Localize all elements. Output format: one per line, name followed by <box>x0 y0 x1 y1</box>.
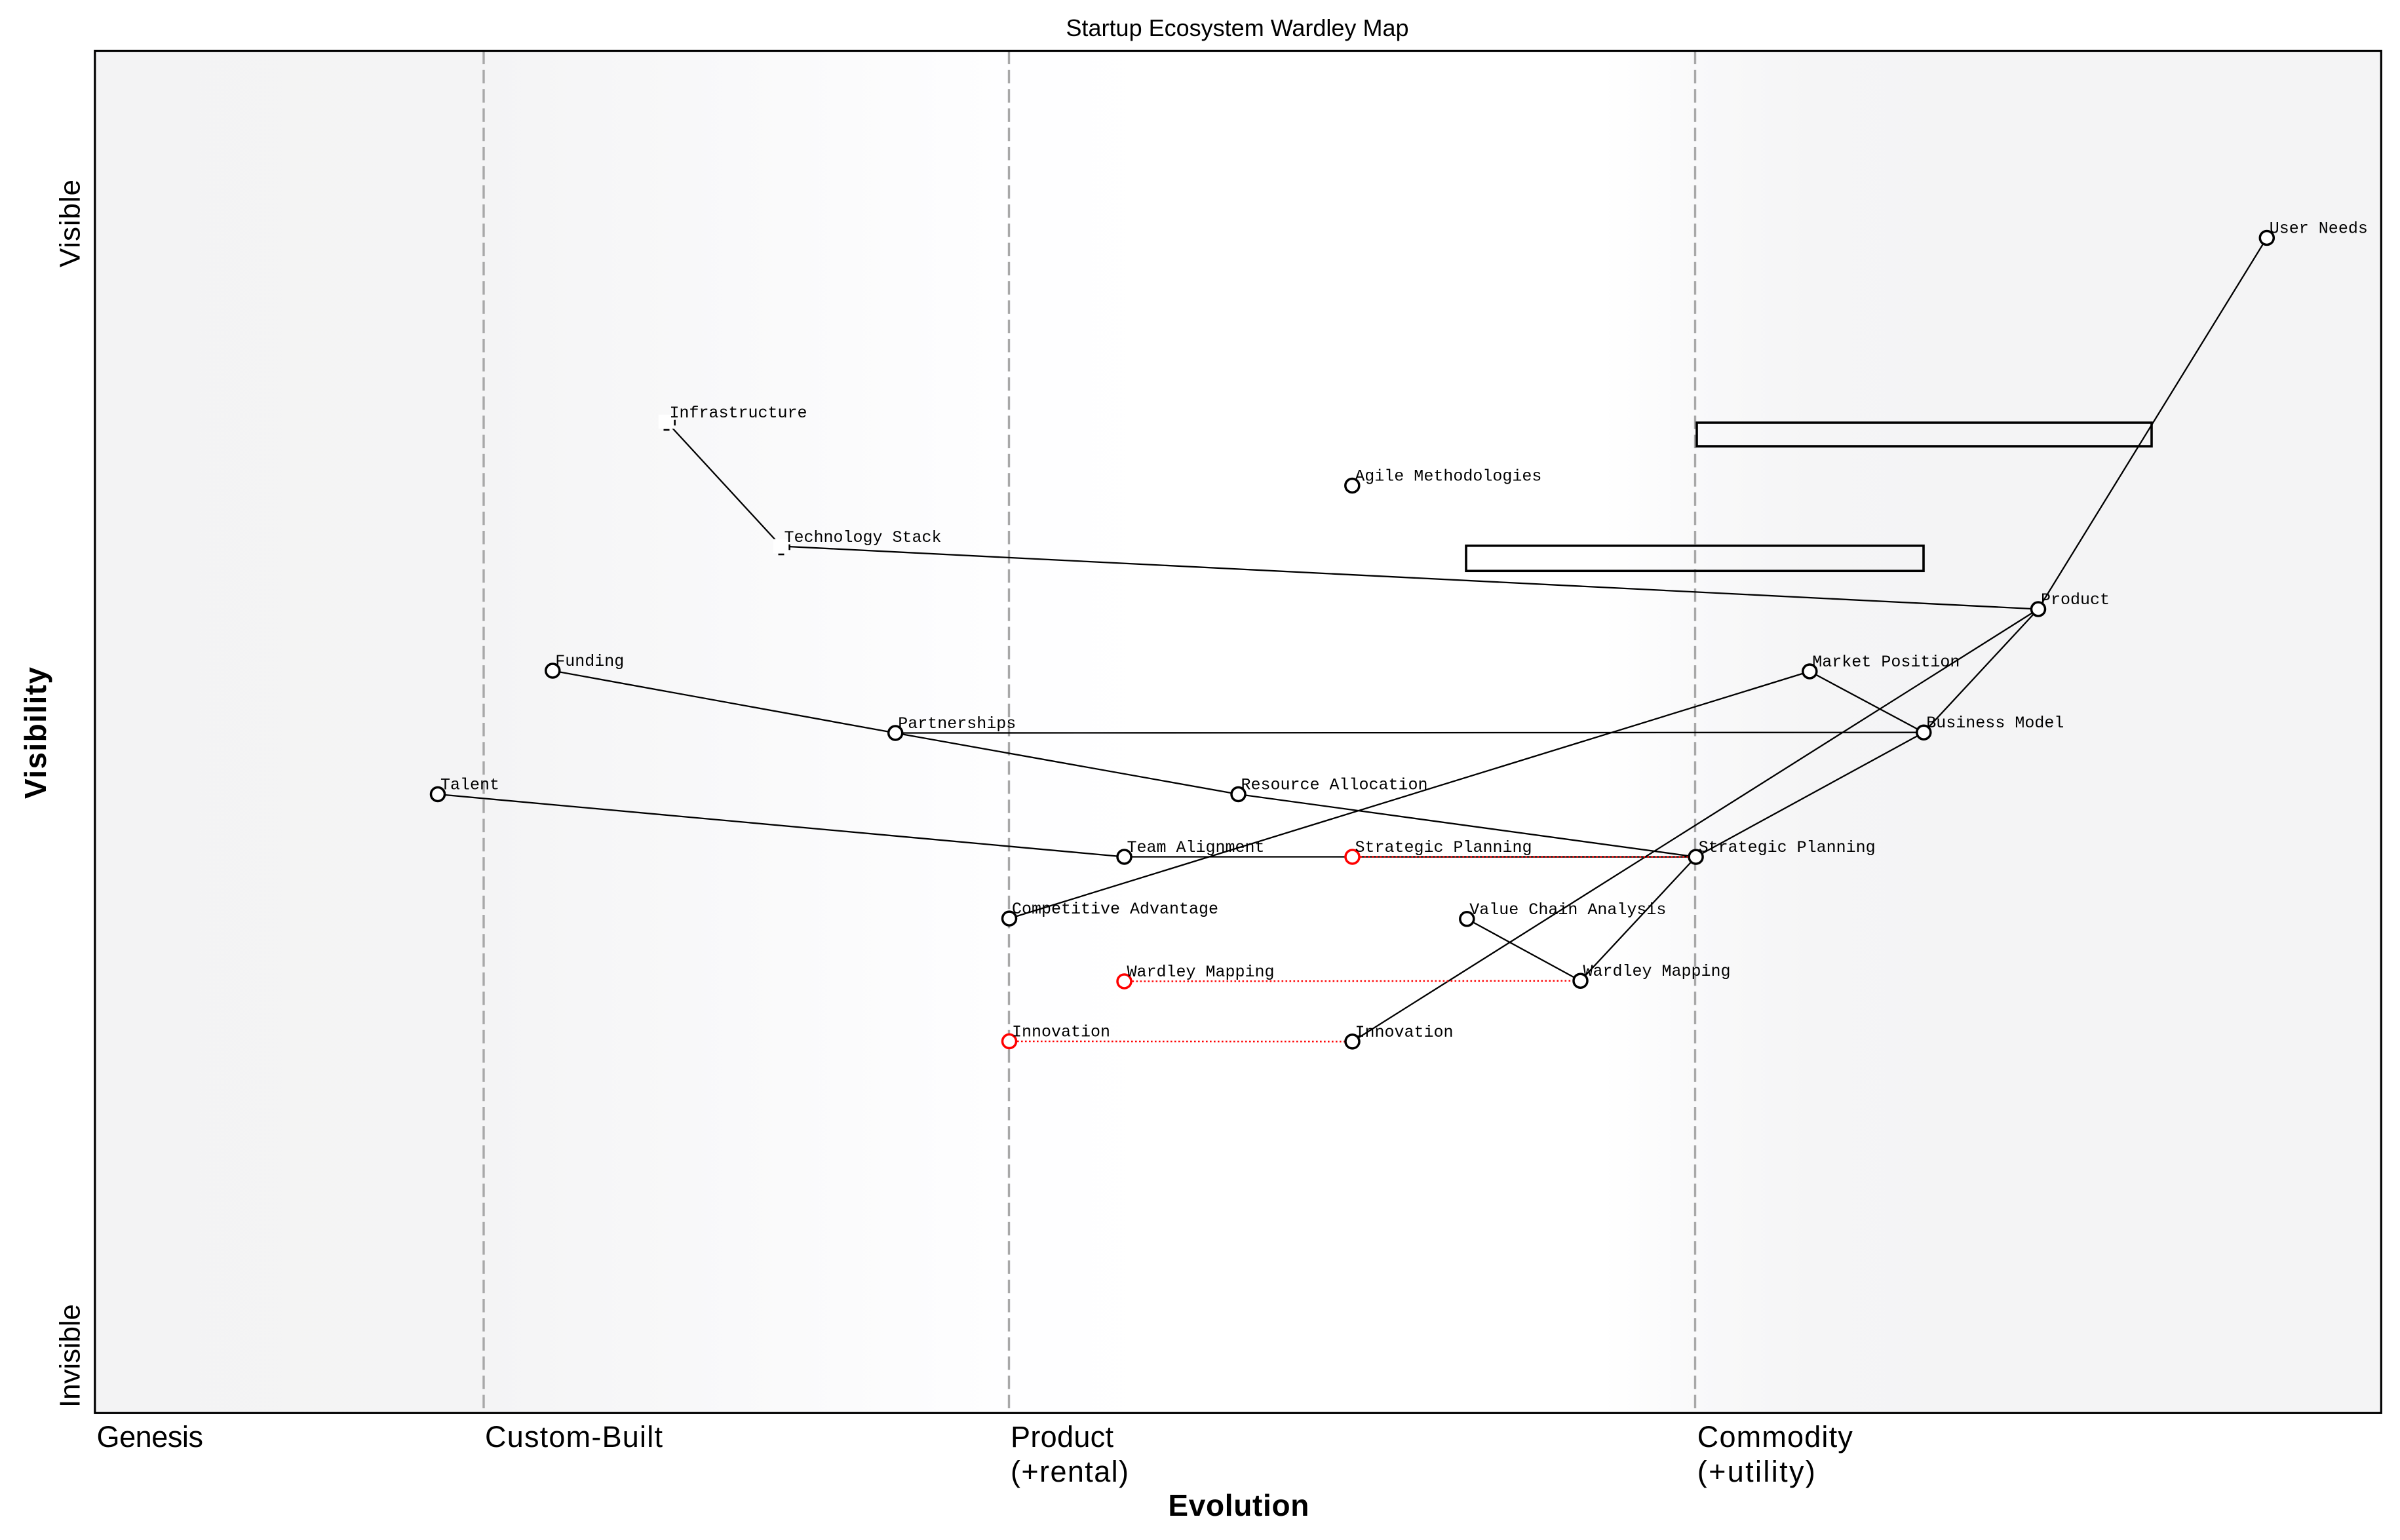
svg-text:Innovation: Innovation <box>1012 1023 1110 1042</box>
svg-text:Talent: Talent <box>440 776 499 795</box>
svg-text:Wardley Mapping: Wardley Mapping <box>1583 962 1731 981</box>
svg-text:Funding: Funding <box>555 652 624 671</box>
svg-text:Team Alignment: Team Alignment <box>1127 838 1265 857</box>
svg-text:Infrastructure: Infrastructure <box>670 404 807 423</box>
svg-text:Strategic Planning: Strategic Planning <box>1355 838 1532 857</box>
svg-text:Commodity: Commodity <box>1697 1420 1853 1453</box>
svg-text:Technology Stack: Technology Stack <box>784 528 942 547</box>
svg-text:Custom-Built: Custom-Built <box>485 1420 663 1453</box>
svg-text:Evolution: Evolution <box>1168 1488 1309 1522</box>
svg-text:Genesis: Genesis <box>97 1420 204 1453</box>
svg-text:Resource Allocation: Resource Allocation <box>1241 776 1428 795</box>
svg-text:Visible: Visible <box>54 180 87 267</box>
svg-text:Agile Methodologies: Agile Methodologies <box>1355 467 1541 486</box>
svg-text:User Needs: User Needs <box>2270 220 2368 239</box>
svg-text:(+utility): (+utility) <box>1697 1455 1815 1488</box>
svg-text:Invisible: Invisible <box>54 1304 87 1408</box>
svg-text:Partnerships: Partnerships <box>898 714 1016 733</box>
svg-text:Market Position: Market Position <box>1812 653 1960 672</box>
svg-text:(+rental): (+rental) <box>1011 1455 1129 1488</box>
svg-text:Business Model: Business Model <box>1926 714 2064 733</box>
svg-text:Value Chain Analysis: Value Chain Analysis <box>1469 900 1666 919</box>
svg-text:Product: Product <box>2041 590 2110 609</box>
svg-text:Startup Ecosystem Wardley Map: Startup Ecosystem Wardley Map <box>1066 14 1409 41</box>
svg-text:Product: Product <box>1011 1420 1113 1453</box>
svg-text:Competitive Advantage: Competitive Advantage <box>1012 900 1218 919</box>
svg-text:Visibility: Visibility <box>18 667 52 799</box>
svg-text:Innovation: Innovation <box>1355 1023 1454 1042</box>
svg-text:Wardley Mapping: Wardley Mapping <box>1127 963 1275 982</box>
svg-text:Strategic Planning: Strategic Planning <box>1699 838 1876 857</box>
